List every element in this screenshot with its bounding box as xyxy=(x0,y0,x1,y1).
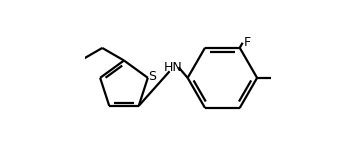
Text: S: S xyxy=(148,70,156,83)
Text: F: F xyxy=(243,36,250,49)
Text: HN: HN xyxy=(164,61,183,74)
